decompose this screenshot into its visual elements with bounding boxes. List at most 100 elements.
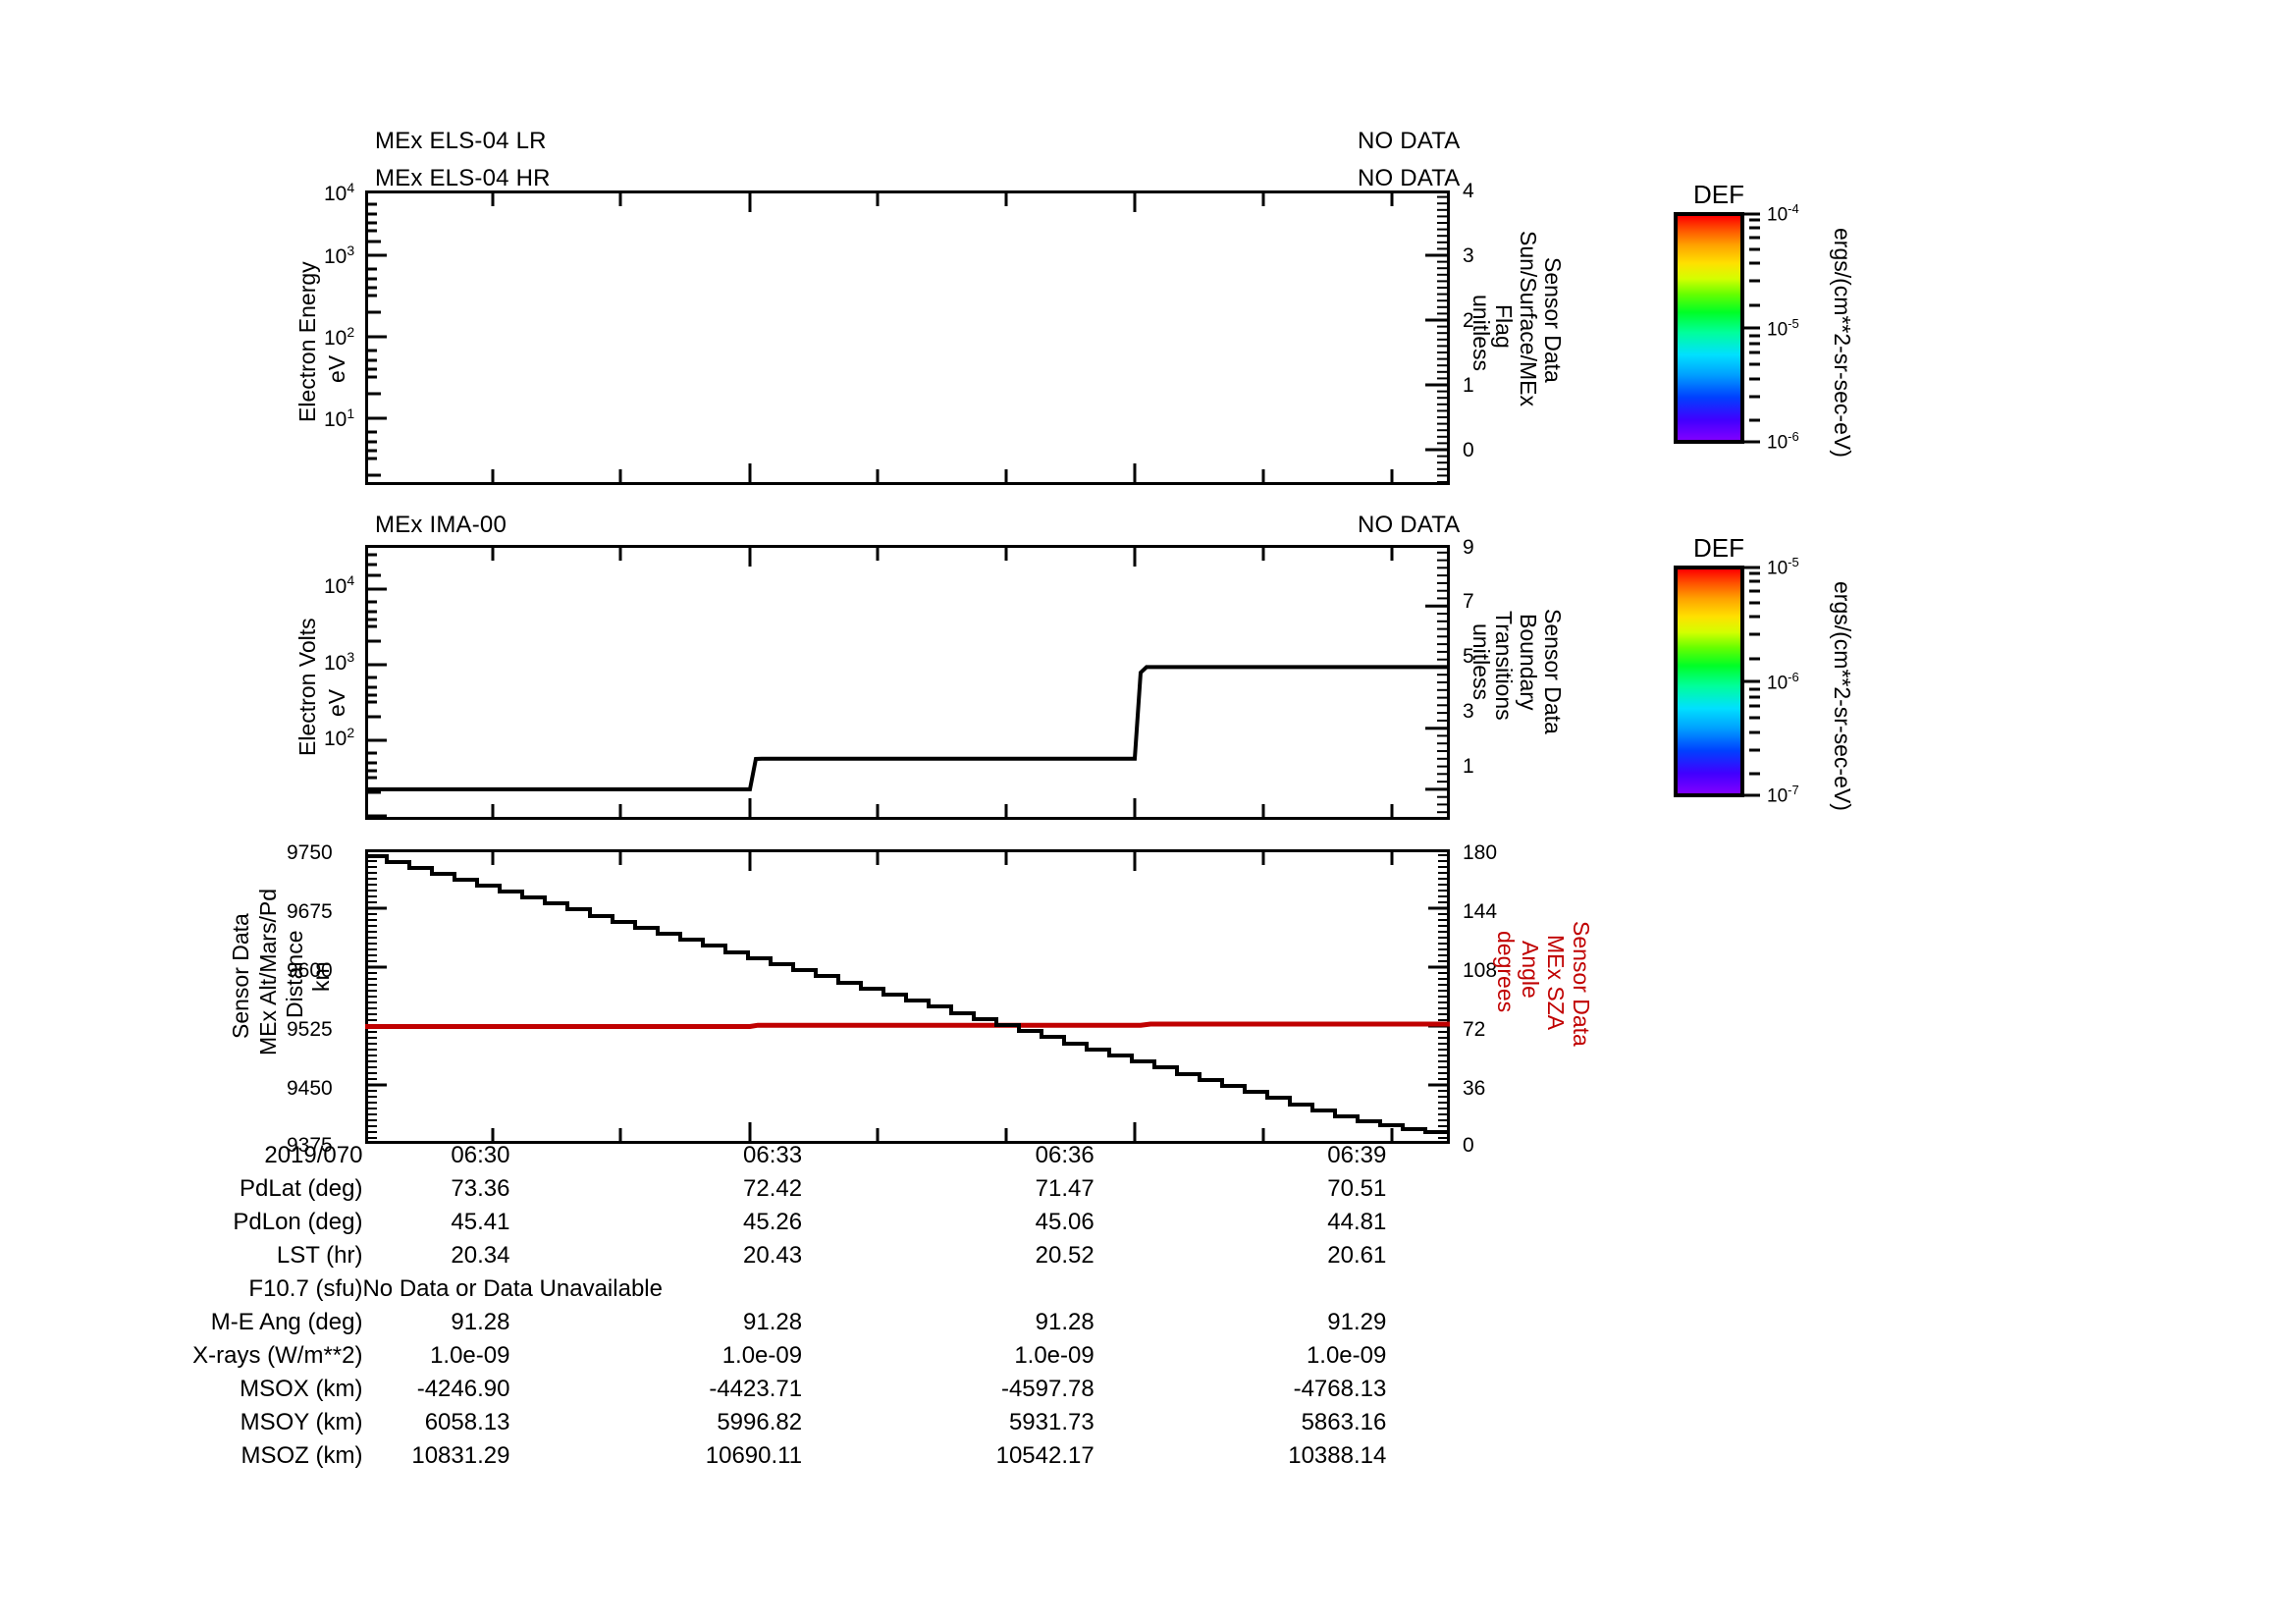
row-value-3: 5931.73 — [1008, 1409, 1095, 1435]
row-value-3: 10542.17 — [995, 1442, 1095, 1469]
table-row-msox: MSOX (km) -4246.90 -4423.71 -4597.78 -47… — [0, 1376, 1531, 1409]
row-label: PdLon (deg) — [233, 1209, 363, 1235]
row-value-4: 06:39 — [1327, 1142, 1387, 1168]
panel-alt-y2tick-72: 72 — [1463, 1018, 1486, 1041]
table-row-msoz: MSOZ (km) 10831.29 10690.11 10542.17 103… — [0, 1442, 1531, 1476]
row-label: PdLat (deg) — [240, 1175, 363, 1202]
panel-ima-ytick-1e2: 102 — [324, 725, 355, 750]
panel-els-left-axis-unit: eV — [324, 354, 349, 383]
table-row-msoy: MSOY (km) 6058.13 5996.82 5931.73 5863.1… — [0, 1409, 1531, 1442]
row-label: 2019/070 — [264, 1142, 363, 1168]
panel-alt-right-axis-title-l1: Sensor Data — [1569, 921, 1594, 1047]
panel-els-y2tick-0: 0 — [1463, 439, 1474, 461]
row-label: M-E Ang (deg) — [210, 1309, 363, 1335]
panel-ima-axis-and-trace — [365, 545, 1450, 820]
panel-alt-y2tick-0: 0 — [1463, 1134, 1474, 1157]
panel-ima-right-axis-title-l3: Transitions — [1491, 611, 1517, 721]
row-value-2: 1.0e-09 — [721, 1342, 803, 1369]
row-value-1: 10831.29 — [411, 1442, 510, 1469]
panel-alt-right-axis-title-l3: Angle — [1518, 941, 1543, 999]
row-value-2: 72.42 — [743, 1175, 803, 1202]
panel-ima-header: MEx IMA-00 — [375, 512, 507, 538]
colorbar-1-ticks — [1744, 212, 1760, 444]
panel-els-ytick-1e3: 103 — [324, 243, 355, 268]
colorbar-1-unit-label: ergs/(cm**2-sr-sec-eV) — [1830, 228, 1855, 458]
panel-els-axis-ticks — [365, 190, 1450, 485]
panel-alt-axis-and-traces — [365, 849, 1450, 1144]
panel-alt-ytick-9525: 9525 — [287, 1018, 333, 1041]
row-value-1: 6058.13 — [424, 1409, 510, 1435]
row-value-3: 45.06 — [1035, 1209, 1095, 1235]
row-value-4: 20.61 — [1327, 1242, 1387, 1269]
panel-ima-left-axis-title: Electron Volts — [294, 618, 320, 756]
colorbar-1-gradient — [1674, 212, 1744, 444]
colorbar-1-bottom-label: 10-6 — [1767, 429, 1799, 454]
panel-ima-y2tick-7: 7 — [1463, 590, 1474, 613]
row-value-nodata: No Data or Data Unavailable — [362, 1275, 663, 1302]
panel-alt-y2tick-180: 180 — [1463, 841, 1498, 864]
sza-angle-trace — [365, 1021, 1450, 1029]
panel-alt-ytick-9450: 9450 — [287, 1077, 333, 1100]
row-value-1: 1.0e-09 — [430, 1342, 510, 1369]
colorbar-1-mid-label: 10-5 — [1767, 316, 1799, 341]
panel-alt-left-axis-title-l1: Sensor Data — [228, 913, 253, 1039]
panel-alt-ytick-9375: 9375 — [287, 1134, 333, 1157]
row-value-4: 91.29 — [1327, 1309, 1387, 1335]
row-value-2: 10690.11 — [705, 1442, 803, 1469]
panel-ima-y2tick-5: 5 — [1463, 645, 1474, 668]
row-value-3: 06:36 — [1035, 1142, 1095, 1168]
table-row-pdlon: PdLon (deg) 45.41 45.26 45.06 44.81 — [0, 1209, 1531, 1242]
panel-els-left-axis-title: Electron Energy — [294, 261, 320, 422]
colorbar-2-ticks — [1744, 566, 1760, 797]
row-value-1: 45.41 — [451, 1209, 510, 1235]
panel-ima-y2tick-1: 1 — [1463, 755, 1474, 778]
colorbar-1-top-label: 10-4 — [1767, 201, 1799, 226]
row-value-4: 10388.14 — [1288, 1442, 1387, 1469]
panel-els-right-axis-title-l2: Sun/Surface/MEx — [1516, 231, 1541, 406]
colorbar-2-bottom-label: 10-7 — [1767, 783, 1799, 807]
row-value-2: 06:33 — [743, 1142, 803, 1168]
table-row-pdlat: PdLat (deg) 73.36 72.42 71.47 70.51 — [0, 1175, 1531, 1209]
panel-ima-right-axis-title-l4: unitless — [1468, 623, 1494, 700]
colorbar-2-top-label: 10-5 — [1767, 555, 1799, 579]
panel-alt-y2tick-36: 36 — [1463, 1077, 1486, 1100]
panel-els-header-hr: MEx ELS-04 HR — [375, 165, 551, 191]
row-label: MSOZ (km) — [240, 1442, 363, 1469]
panel-els-y2tick-4: 4 — [1463, 180, 1474, 202]
row-value-1: 20.34 — [451, 1242, 510, 1269]
row-value-1: 06:30 — [451, 1142, 510, 1168]
row-value-3: 71.47 — [1035, 1175, 1095, 1202]
panel-alt-ytick-9675: 9675 — [287, 900, 333, 923]
row-label: X-rays (W/m**2) — [192, 1342, 363, 1369]
panel-els-plot-area — [365, 190, 1450, 485]
altitude-distance-trace — [365, 854, 1450, 1134]
row-value-4: 70.51 — [1327, 1175, 1387, 1202]
panel-ima-ytick-1e4: 104 — [324, 572, 355, 598]
panel-ima-right-axis-title-l2: Boundary — [1516, 614, 1541, 711]
row-value-3: 20.52 — [1035, 1242, 1095, 1269]
panel-ima-plot-area — [365, 545, 1450, 820]
panel-ima-y2tick-3: 3 — [1463, 700, 1474, 723]
table-row-date: 2019/070 06:30 06:33 06:36 06:39 — [0, 1142, 1531, 1175]
panel-alt-ytick-9600: 9600 — [287, 959, 333, 982]
panel-els-ytick-1e4: 104 — [324, 180, 355, 205]
table-row-lst: LST (hr) 20.34 20.43 20.52 20.61 — [0, 1242, 1531, 1275]
table-row-me-ang: M-E Ang (deg) 91.28 91.28 91.28 91.29 — [0, 1309, 1531, 1342]
row-label: MSOY (km) — [240, 1409, 363, 1435]
row-value-3: 1.0e-09 — [1014, 1342, 1095, 1369]
panel-els-right-axis-title-l3: Flag — [1491, 304, 1517, 349]
panel-els-nodata-hr: NO DATA — [1358, 165, 1461, 191]
row-value-2: 5996.82 — [717, 1409, 803, 1435]
panel-els-y2tick-1: 1 — [1463, 374, 1474, 397]
row-value-1: 73.36 — [451, 1175, 510, 1202]
panel-els-ytick-1e1: 101 — [324, 406, 355, 431]
panel-els-y2tick-2: 2 — [1463, 309, 1474, 332]
panel-alt-y2tick-108: 108 — [1463, 959, 1498, 982]
row-label: F10.7 (sfu) — [248, 1275, 363, 1302]
colorbar-2-gradient — [1674, 566, 1744, 797]
panel-els-right-axis-title-l1: Sensor Data — [1540, 257, 1566, 383]
row-value-3: -4597.78 — [1000, 1376, 1095, 1402]
panel-ima-left-axis-unit: eV — [324, 688, 349, 717]
table-row-xrays: X-rays (W/m**2) 1.0e-09 1.0e-09 1.0e-09 … — [0, 1342, 1531, 1376]
panel-els-ytick-1e2: 102 — [324, 324, 355, 350]
